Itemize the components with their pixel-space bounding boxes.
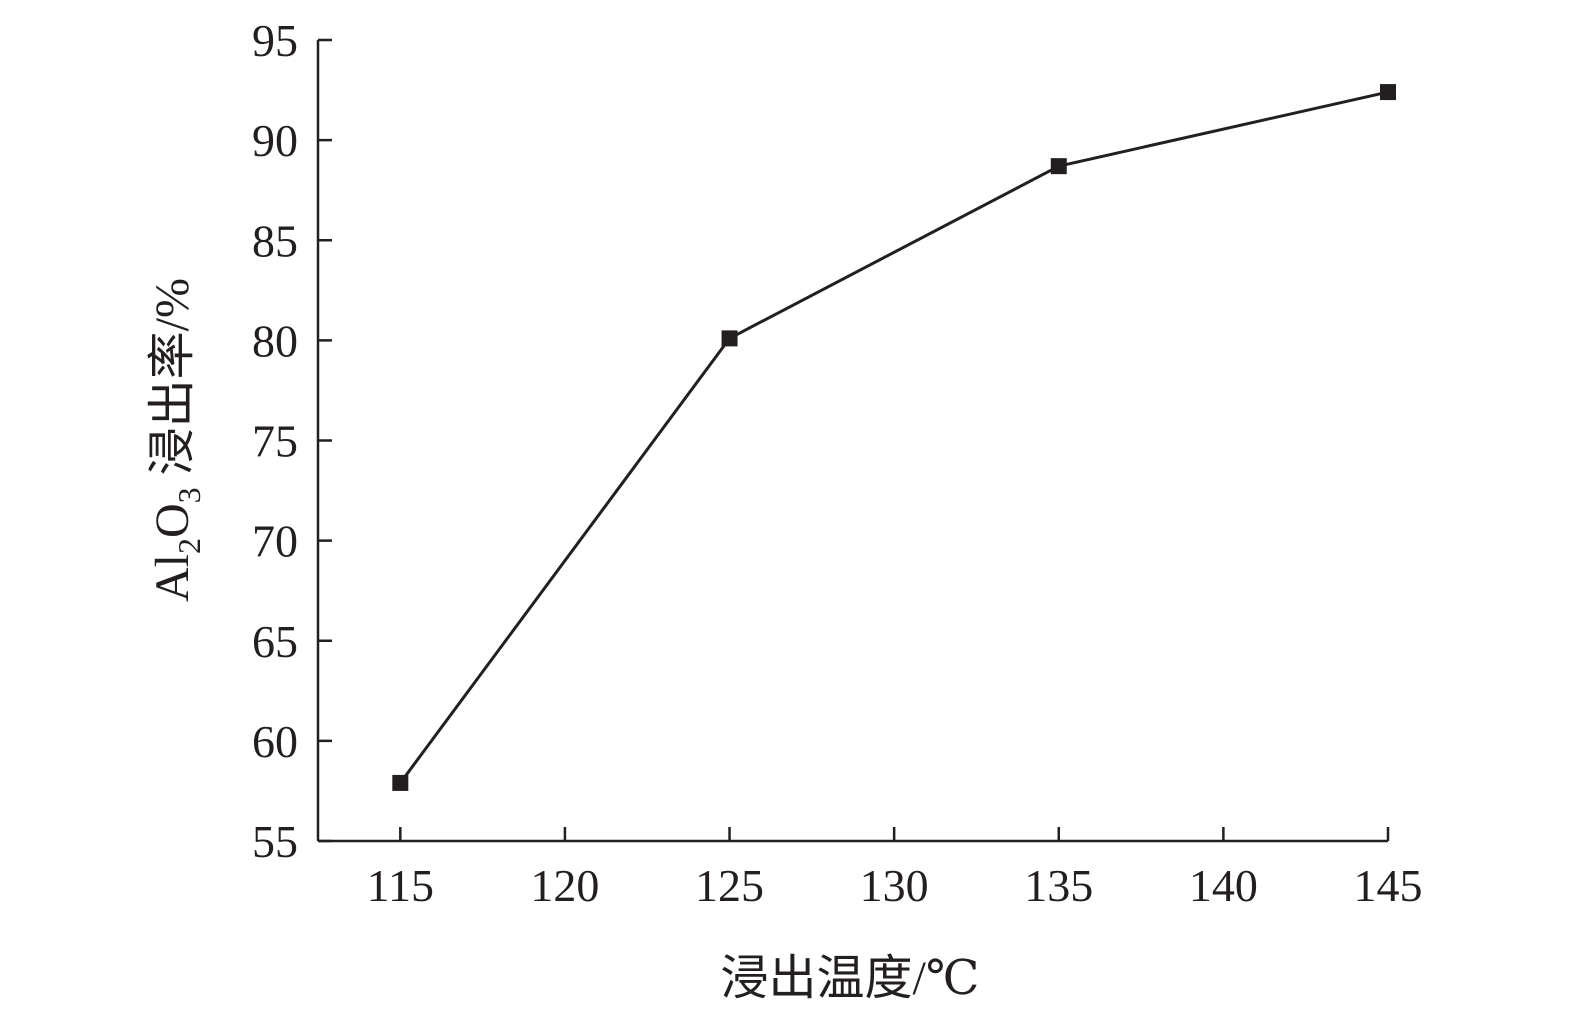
data-point-marker [1380, 84, 1396, 101]
x-tick-label: 140 [1189, 860, 1258, 911]
x-tick-label: 135 [1024, 860, 1093, 911]
y-tick-label: 70 [252, 516, 298, 567]
y-tick-label: 55 [252, 816, 298, 867]
x-axis-title: 浸出温度/℃ [720, 952, 979, 1005]
series [392, 84, 1396, 791]
series-line [399, 90, 1389, 784]
y-tick-label: 60 [252, 716, 298, 767]
y-tick-label: 95 [252, 15, 298, 66]
data-point-marker [392, 774, 409, 791]
x-tick-label: 130 [860, 860, 929, 911]
y-tick-label: 75 [252, 416, 298, 467]
y-tick-label: 80 [252, 315, 298, 366]
x-tick-label: 120 [530, 860, 599, 911]
x-tick-label: 115 [367, 860, 434, 911]
y-axis-title-suffix: 浸出率/% [146, 278, 199, 487]
y-tick-label: 90 [252, 115, 298, 166]
x-tick-label: 145 [1354, 860, 1423, 911]
axes [316, 40, 1388, 843]
y-axis-title-prefix: Al [146, 554, 199, 602]
x-tick-label: 125 [695, 860, 764, 911]
ticks: 55 60 65 70 75 80 85 90 95 115 120 125 130 135 140 145 [252, 15, 1423, 911]
y-axis-title-sub2: 3 [171, 487, 207, 503]
data-point-marker [1050, 158, 1067, 175]
data-point-marker [721, 330, 738, 347]
y-tick-label: 85 [252, 215, 298, 266]
y-axis-title-mid: O [146, 503, 199, 538]
y-axis-title: Al2O3 浸出率/% [146, 278, 207, 602]
y-tick-label: 65 [252, 616, 298, 667]
y-axis-title-sub1: 2 [171, 538, 207, 554]
